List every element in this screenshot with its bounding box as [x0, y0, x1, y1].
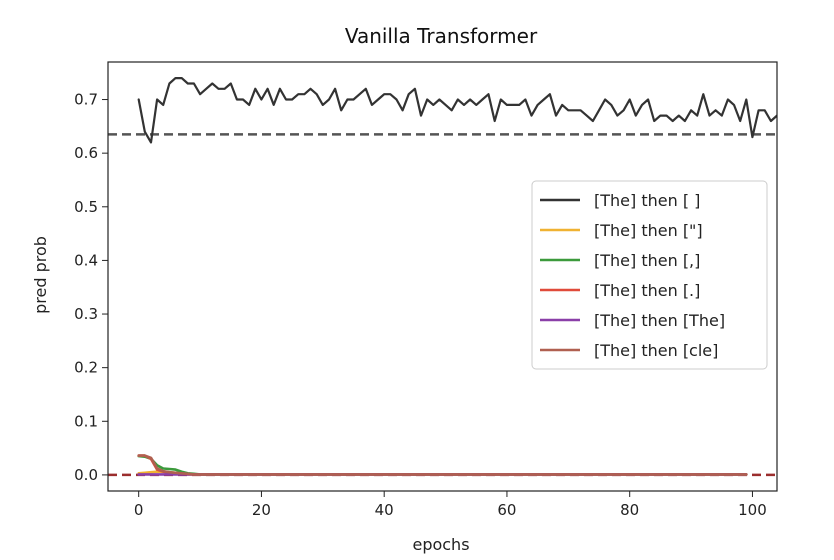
legend-label: [The] then [.] [594, 281, 700, 300]
x-tick-label: 40 [375, 501, 394, 519]
series-line-0 [137, 77, 777, 144]
x-tick-label: 100 [738, 501, 767, 519]
x-tick-label: 60 [497, 501, 516, 519]
legend-label: [The] then [The] [594, 311, 725, 330]
legend-label: [The] then [ ] [594, 191, 700, 210]
x-tick-label: 20 [252, 501, 271, 519]
series-line-3 [137, 454, 748, 476]
legend: [The] then [ ] [The] then ["] [The] then [… [531, 180, 768, 370]
x-axis-title: epochs [412, 535, 469, 554]
x-tick-label: 0 [134, 501, 144, 519]
y-tick-label: 0.1 [74, 412, 98, 430]
y-axis-title: pred prob [31, 236, 50, 314]
y-tick-label: 0.3 [74, 305, 98, 323]
x-axis: 0 20 40 60 80 100 [134, 491, 767, 519]
y-tick-label: 0.6 [74, 144, 98, 162]
legend-box [531, 180, 768, 370]
series-line-2 [137, 454, 748, 476]
y-tick-label: 0.2 [74, 359, 98, 377]
y-axis: 0.0 0.1 0.2 0.3 0.4 0.5 0.6 0.7 [74, 91, 108, 484]
plot-frame [107, 61, 778, 492]
series-line-5 [137, 454, 748, 476]
y-tick-label: 0.5 [74, 198, 98, 216]
x-tick-label: 80 [620, 501, 639, 519]
y-tick-label: 0.7 [74, 91, 98, 109]
chart-title: Vanilla Transformer [345, 24, 538, 48]
series-layer [137, 77, 777, 476]
legend-label: [The] then [,] [594, 251, 700, 270]
y-tick-label: 0.4 [74, 251, 98, 269]
legend-label: [The] then [cle] [594, 341, 718, 360]
y-tick-label: 0.0 [74, 466, 98, 484]
legend-label: [The] then ["] [594, 221, 703, 240]
